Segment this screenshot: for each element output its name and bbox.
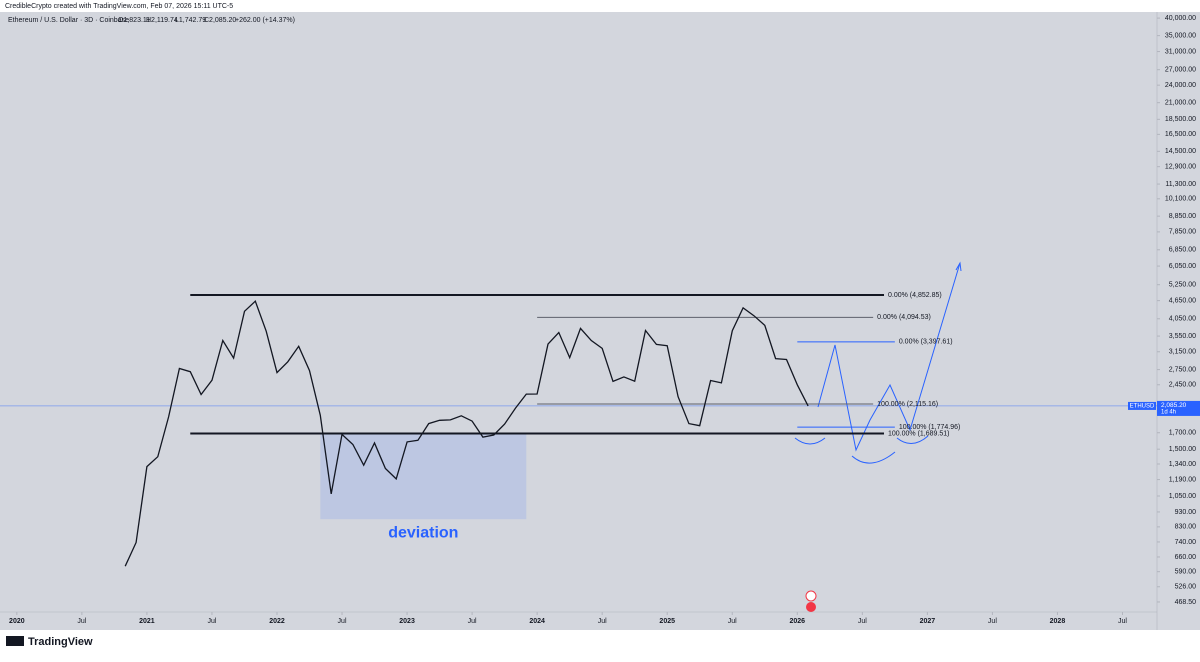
projection-path [817,262,961,452]
x-tick-label: Jul [77,618,86,625]
brand-logo [6,636,24,646]
x-tick-label: Jul [728,618,737,625]
x-tick-label: Jul [1118,618,1127,625]
x-tick-label: Jul [598,618,607,625]
brand: TradingView [28,636,93,648]
symbol: ETHUSD [1130,404,1155,410]
arc [794,437,826,445]
price-line [124,300,809,567]
y-tick-label: 468.50 [1175,599,1197,606]
y-tick-label: 830.00 [1175,524,1197,531]
x-tick-label: Jul [338,618,347,625]
y-tick-label: 24,000.00 [1165,82,1196,89]
y-tick-label: 1,500.00 [1169,446,1196,453]
price-badge [1157,400,1200,416]
credit: CredibleCrypto created with TradingView.… [5,3,233,10]
y-tick-label: 31,000.00 [1165,48,1196,55]
symbol-badge [1128,401,1156,410]
y-tick-label: 2,750.00 [1169,366,1196,373]
symbol: Ethereum / U.S. Dollar · 3D · Coinbase [8,17,129,24]
x-tick-label: 2022 [269,618,285,625]
y-tick-label: 4,050.00 [1169,316,1196,323]
countdown: 1d 4h [1161,410,1176,416]
ohlc-high: H2,119.74 [146,17,178,24]
x-tick-label: 2025 [659,618,675,625]
y-tick-label: 27,000.00 [1165,67,1196,74]
y-tick-label: 4,650.00 [1169,297,1196,304]
y-tick-label: 740.00 [1175,539,1197,546]
y-tick-label: 6,850.00 [1169,247,1196,254]
y-tick-label: 6,050.00 [1169,263,1196,270]
footer-bar [0,630,1200,657]
y-tick-label: 3,550.00 [1169,333,1196,340]
arc [896,435,929,444]
y-tick-label: 7,850.00 [1169,229,1196,236]
ohlc-open: O1,823.11 [118,17,150,24]
y-tick-label: 8,850.00 [1169,213,1196,220]
event-icon[interactable] [805,590,817,602]
x-tick-label: Jul [207,618,216,625]
y-tick-label: 590.00 [1175,569,1197,576]
price-label: 2,085.20 [1161,402,1187,409]
y-tick-label: 2,450.00 [1169,382,1196,389]
y-tick-label: 1,050.00 [1169,493,1196,500]
y-tick-label: 14,500.00 [1165,148,1196,155]
level-label: 100.00% (2,115.16) [877,401,938,408]
y-tick-label: 660.00 [1175,554,1197,561]
x-tick-label: Jul [858,618,867,625]
y-tick-label: 11,300.00 [1165,181,1196,188]
level-label: 100.00% (1,774.96) [899,424,961,431]
y-tick-label: 10,100.00 [1165,196,1196,203]
y-tick-label: 12,900.00 [1165,164,1196,171]
level-label: 0.00% (4,094.53) [877,314,931,321]
y-tick-label: 1,190.00 [1169,476,1196,483]
y-tick-label: 1,340.00 [1169,461,1196,468]
x-tick-label: Jul [468,618,477,625]
level-label: 0.00% (3,397.61) [899,339,953,346]
deviation-label: deviation [388,524,458,541]
y-tick-label: 526.00 [1175,584,1197,591]
x-tick-label: 2023 [399,618,415,625]
y-tick-label: 40,000.00 [1165,15,1196,22]
ohlc-low: L1,742.79 [175,17,206,24]
top-bar [0,0,1200,12]
y-tick-label: 1,700.00 [1169,430,1196,437]
event-icon[interactable] [806,602,816,612]
y-tick-label: 5,250.00 [1169,282,1196,289]
x-tick-label: Jul [988,618,997,625]
y-tick-label: 18,500.00 [1165,116,1196,123]
change: +262.00 (+14.37%) [235,17,295,24]
y-tick-label: 21,000.00 [1165,100,1196,107]
y-tick-label: 3,150.00 [1169,349,1196,356]
arc [851,451,896,464]
level-label: 0.00% (4,852.85) [888,292,942,299]
x-tick-label: 2021 [139,618,155,625]
projection-arrow [955,261,962,272]
deviation-box [320,433,527,520]
x-tick-label: 2020 [9,618,25,625]
y-tick-label: 16,500.00 [1165,131,1196,138]
ohlc-close: C2,085.20 [204,17,236,24]
x-tick-label: 2024 [529,618,545,625]
x-tick-label: 2028 [1050,618,1066,625]
y-tick-label: 35,000.00 [1165,32,1196,39]
y-tick-label: 930.00 [1175,509,1197,516]
chart-bg [0,0,1200,630]
x-tick-label: 2027 [920,618,936,625]
x-tick-label: 2026 [790,618,806,625]
level-label: 100.00% (1,689.51) [888,430,950,437]
